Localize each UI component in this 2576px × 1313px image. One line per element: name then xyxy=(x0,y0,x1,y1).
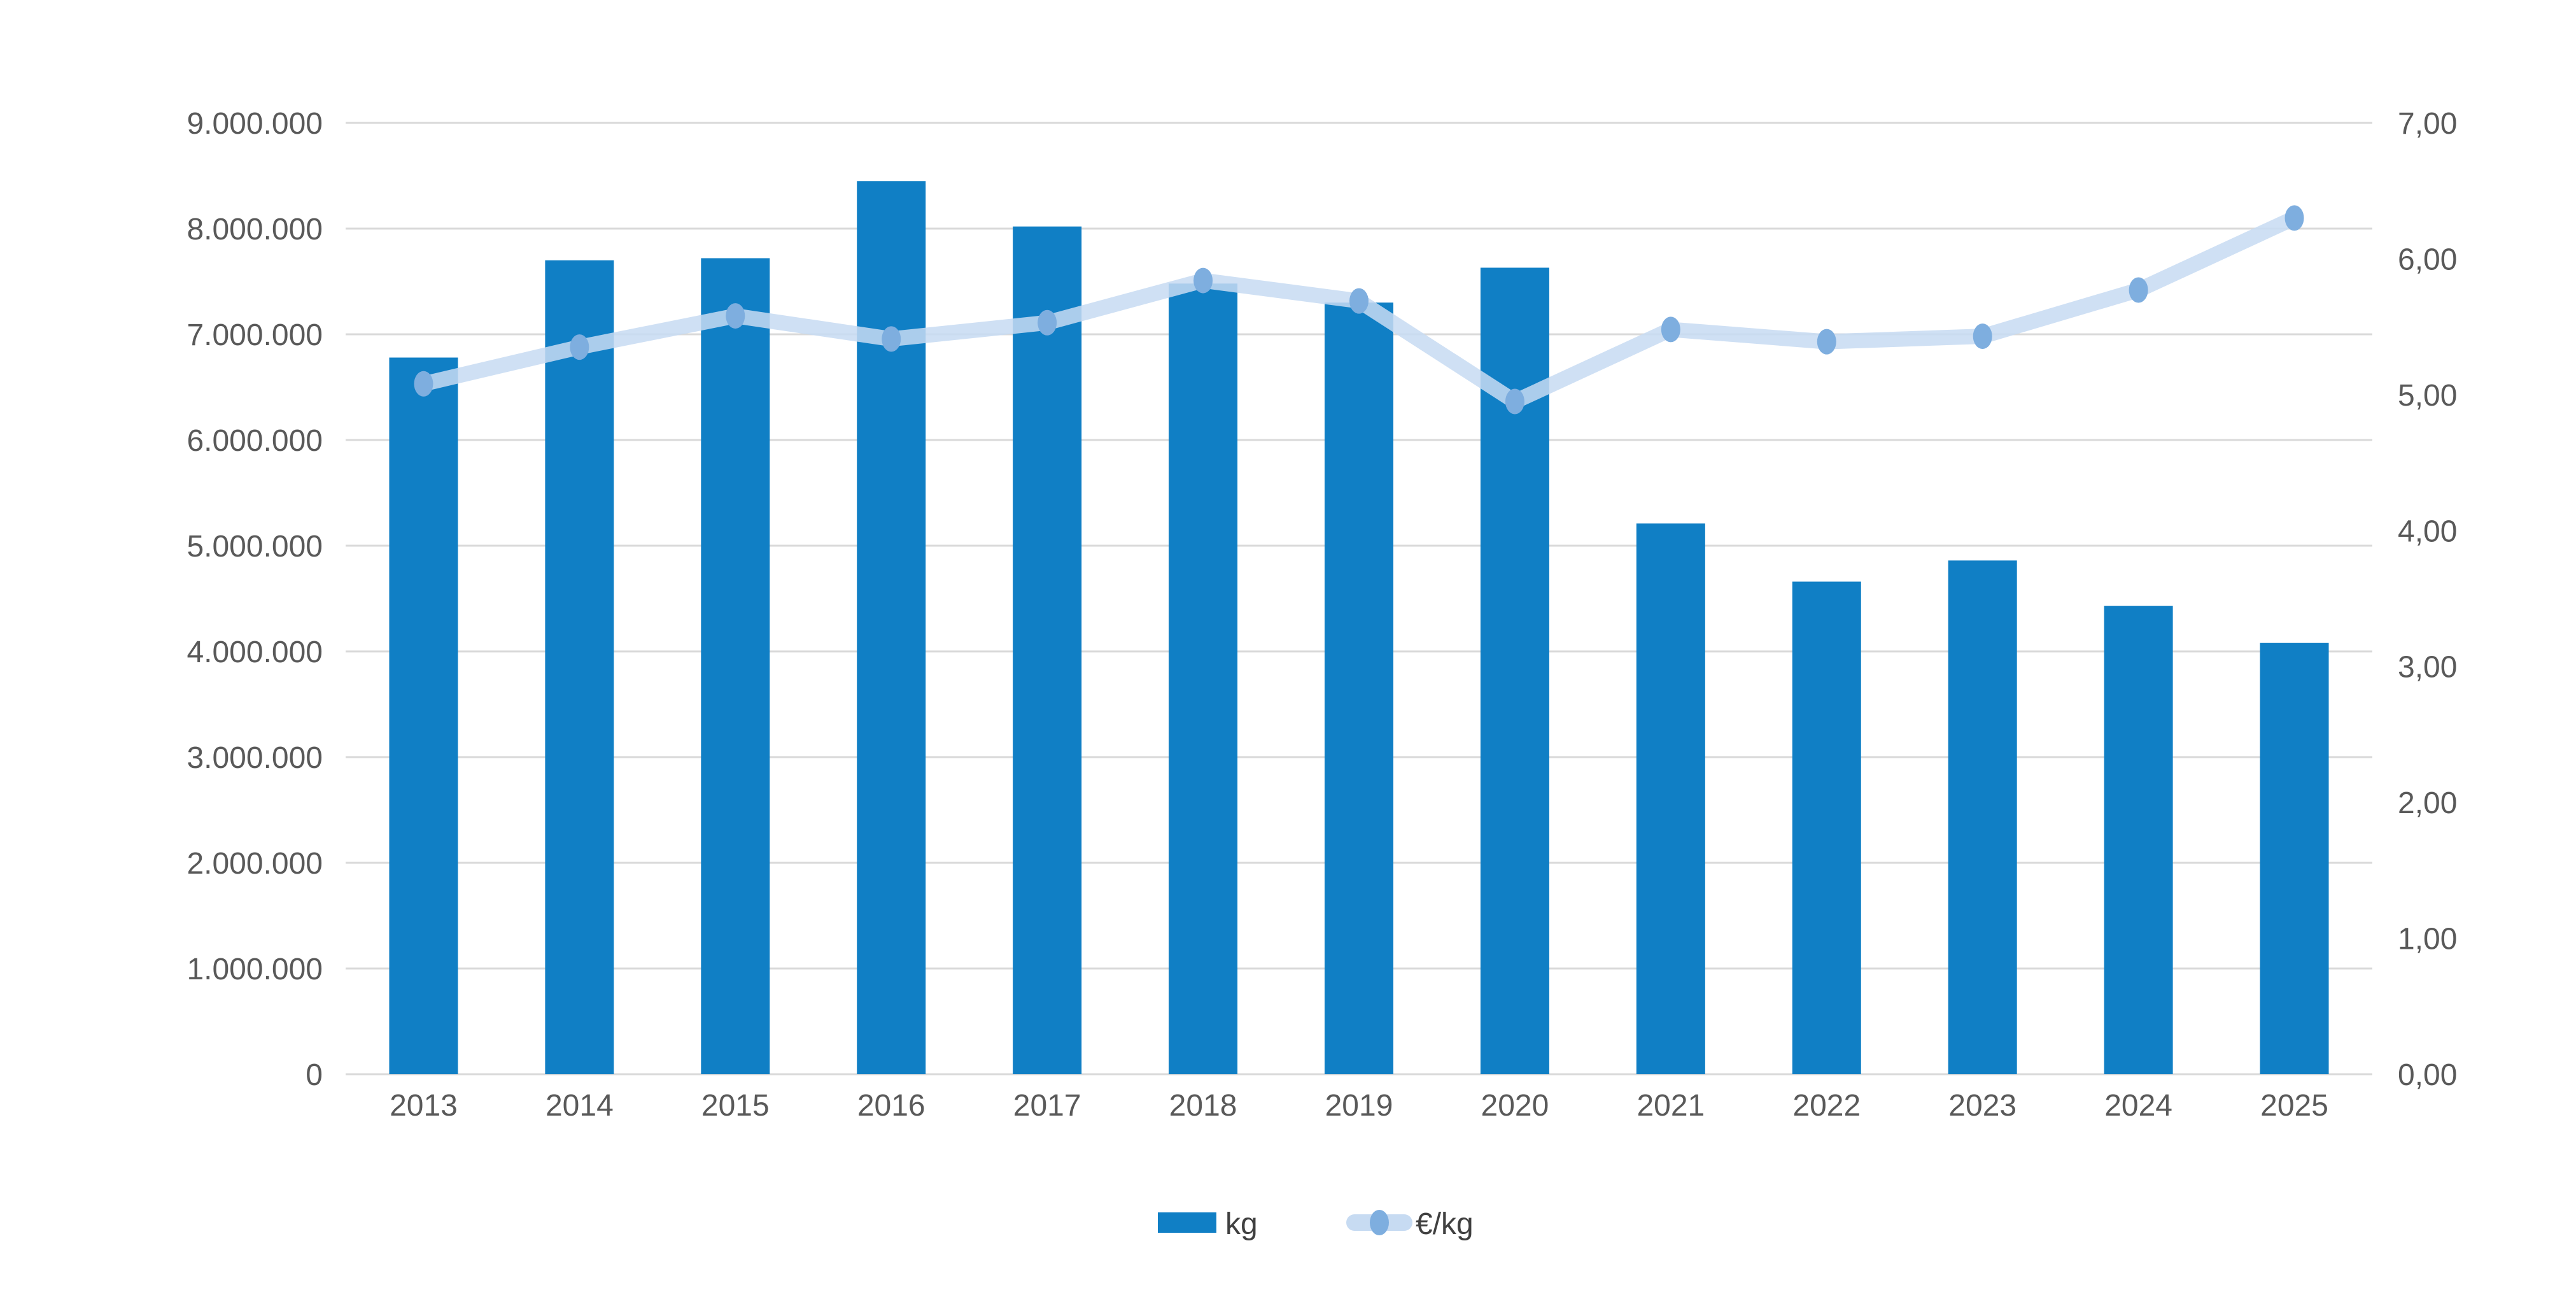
right-axis-tick-label: 0,00 xyxy=(2398,1058,2457,1092)
kg-swatch xyxy=(1158,1212,1216,1233)
bar-2024[interactable] xyxy=(2104,606,2173,1074)
right-axis-tick-label: 3,00 xyxy=(2398,651,2457,685)
legend: kg €/kg xyxy=(1158,1207,1474,1241)
legend-label-eur-per-kg: €/kg xyxy=(1416,1207,1474,1241)
x-axis-label-2021: 2021 xyxy=(1636,1089,1705,1123)
x-axis-label-2023: 2023 xyxy=(1948,1089,2016,1123)
bar-2013[interactable] xyxy=(389,357,458,1074)
line-marker-2014[interactable] xyxy=(570,334,589,360)
left-axis-tick-label: 6.000.000 xyxy=(187,424,323,458)
left-axis-tick-label: 2.000.000 xyxy=(187,847,323,881)
line-marker-2018[interactable] xyxy=(1193,267,1213,294)
left-axis-labels: 0 1.000.000 2.000.000 3.000.000 4.000.000 5.0… xyxy=(187,107,323,1092)
x-axis-label-2016: 2016 xyxy=(857,1089,926,1123)
x-axis-label-2014: 2014 xyxy=(545,1089,614,1123)
x-axis-label-2017: 2017 xyxy=(1013,1089,1081,1123)
bar-2025[interactable] xyxy=(2260,642,2329,1074)
bar-2017[interactable] xyxy=(1013,226,1082,1075)
line-marker-2022[interactable] xyxy=(1817,329,1836,355)
left-axis-tick-label: 1.000.000 xyxy=(187,953,323,986)
left-axis-tick-label: 4.000.000 xyxy=(187,635,323,669)
bar-series-kg xyxy=(389,181,2329,1075)
line-marker-2021[interactable] xyxy=(1661,316,1680,343)
line-marker-2019[interactable] xyxy=(1349,288,1369,314)
x-axis-label-2013: 2013 xyxy=(390,1089,458,1123)
right-axis-tick-label: 2,00 xyxy=(2398,786,2457,820)
right-axis-tick-label: 7,00 xyxy=(2398,107,2457,141)
x-axis-label-2015: 2015 xyxy=(701,1089,770,1123)
bar-2021[interactable] xyxy=(1636,523,1705,1074)
x-axis-label-2022: 2022 xyxy=(1792,1089,1861,1123)
bar-2014[interactable] xyxy=(545,260,614,1074)
x-axis-label-2019: 2019 xyxy=(1325,1089,1393,1123)
left-axis-tick-label: 3.000.000 xyxy=(187,741,323,775)
left-axis-tick-label: 5.000.000 xyxy=(187,530,323,564)
line-marker-2015[interactable] xyxy=(726,303,745,329)
line-markers xyxy=(414,205,2304,415)
line-marker-2017[interactable] xyxy=(1038,309,1057,336)
legend-item-kg[interactable]: kg xyxy=(1158,1207,1258,1241)
line-marker-2016[interactable] xyxy=(882,326,901,352)
line-marker-2020[interactable] xyxy=(1505,388,1524,415)
left-axis-tick-label: 8.000.000 xyxy=(187,213,323,246)
bar-2019[interactable] xyxy=(1325,302,1393,1075)
legend-item-eur-per-kg[interactable]: €/kg xyxy=(1346,1207,1474,1241)
right-axis-tick-label: 5,00 xyxy=(2398,379,2457,413)
x-axis-label-2020: 2020 xyxy=(1481,1089,1549,1123)
line-marker-2013[interactable] xyxy=(414,371,433,397)
eur-per-kg-marker-swatch xyxy=(1370,1210,1389,1235)
left-axis-tick-label: 9.000.000 xyxy=(187,107,323,141)
bar-2015[interactable] xyxy=(701,258,770,1075)
left-axis-tick-label: 7.000.000 xyxy=(187,318,323,352)
right-axis-tick-label: 4,00 xyxy=(2398,515,2457,548)
x-axis-label-2025: 2025 xyxy=(2260,1089,2328,1123)
right-axis-tick-label: 6,00 xyxy=(2398,243,2457,276)
x-axis-label-2024: 2024 xyxy=(2104,1089,2172,1123)
left-axis-tick-label: 0 xyxy=(306,1058,323,1092)
bar-2016[interactable] xyxy=(857,181,926,1074)
line-marker-2023[interactable] xyxy=(1973,323,1992,350)
bar-2023[interactable] xyxy=(1948,560,2017,1074)
x-axis-labels: 2013 2014 2015 2016 2017 2018 2019 2020 2021 2022… xyxy=(390,1089,2328,1123)
line-marker-2024[interactable] xyxy=(2129,277,2148,303)
line-marker-2025[interactable] xyxy=(2284,205,2304,231)
legend-label-kg: kg xyxy=(1225,1207,1258,1241)
x-axis-label-2018: 2018 xyxy=(1169,1089,1237,1123)
right-axis-labels: 0,00 1,00 2,00 3,00 4,00 5,00 6,00 7,00 xyxy=(2398,107,2457,1092)
right-axis-tick-label: 1,00 xyxy=(2398,923,2457,956)
bar-2018[interactable] xyxy=(1169,283,1238,1074)
bar-2022[interactable] xyxy=(1792,581,1861,1074)
